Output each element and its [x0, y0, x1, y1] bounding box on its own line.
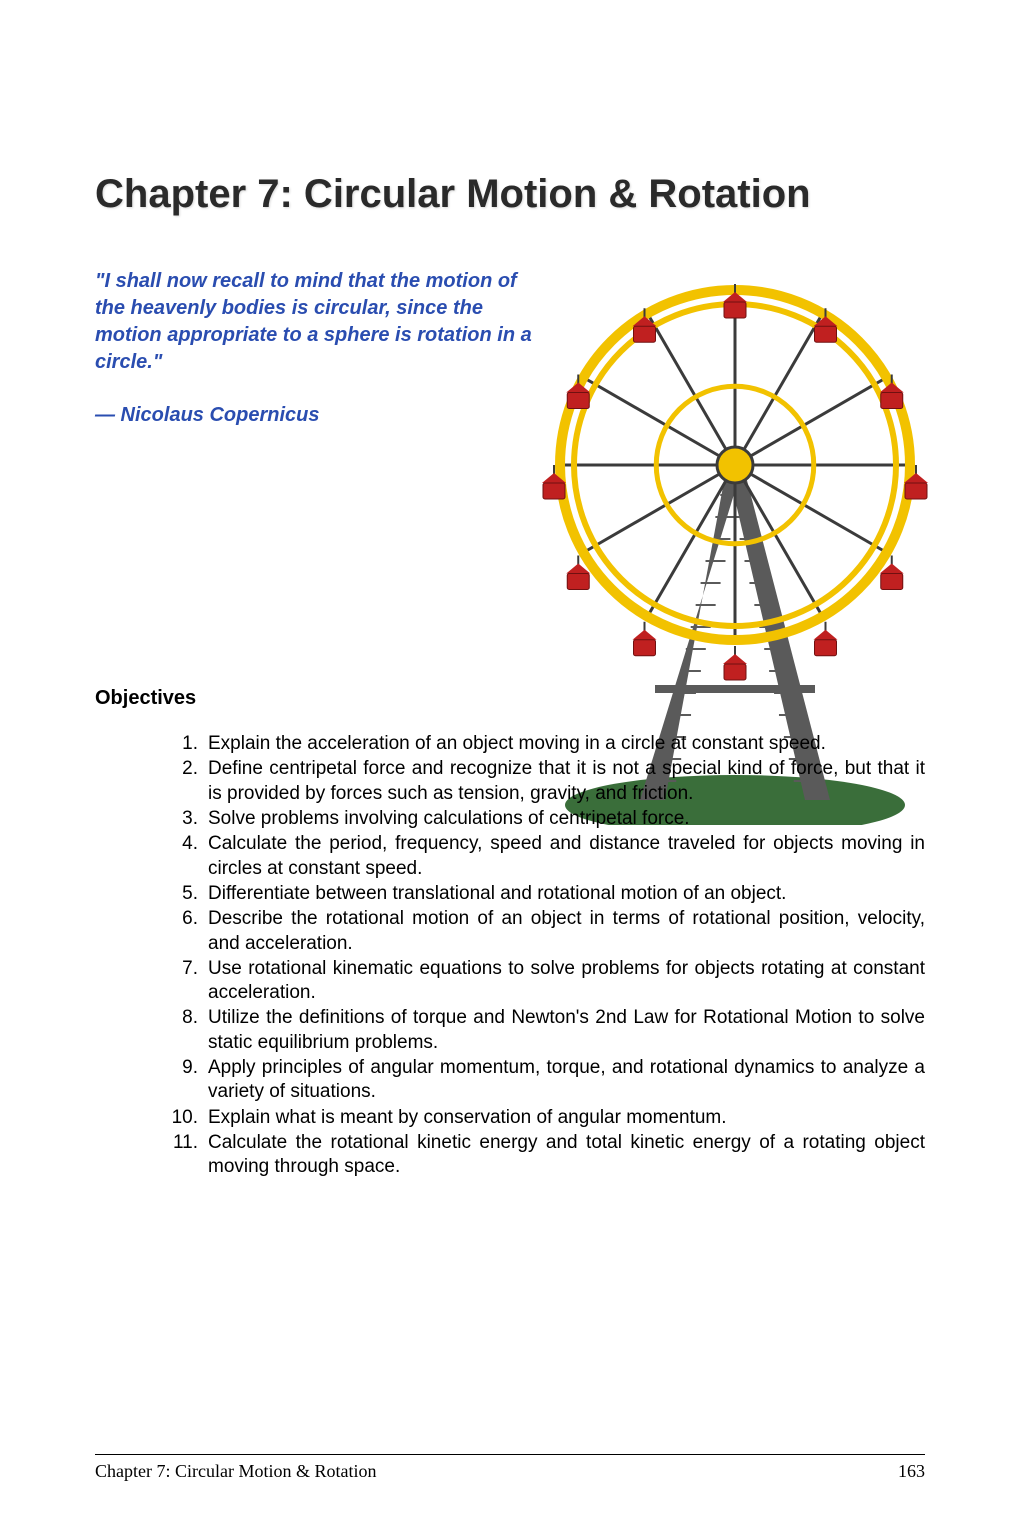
page-footer: Chapter 7: Circular Motion & Rotation 16…	[95, 1454, 925, 1482]
objective-item: Utilize the definitions of torque and Ne…	[170, 1006, 925, 1055]
footer-chapter-label: Chapter 7: Circular Motion & Rotation	[95, 1461, 376, 1482]
objective-item: Use rotational kinematic equations to so…	[170, 957, 925, 1006]
objective-item: Apply principles of angular momentum, to…	[170, 1056, 925, 1105]
objective-item: Differentiate between translational and …	[170, 882, 925, 906]
objective-item: Explain what is meant by conservation of…	[170, 1106, 925, 1130]
chapter-title: Chapter 7: Circular Motion & Rotation	[95, 170, 925, 218]
objective-item: Calculate the rotational kinetic energy …	[170, 1131, 925, 1180]
objective-item: Describe the rotational motion of an obj…	[170, 907, 925, 956]
objective-item: Explain the acceleration of an object mo…	[170, 732, 925, 756]
objectives-list: Explain the acceleration of an object mo…	[170, 732, 925, 1180]
objective-item: Solve problems involving calculations of…	[170, 807, 925, 831]
objective-item: Define centripetal force and recognize t…	[170, 757, 925, 806]
epigraph-quote: "I shall now recall to mind that the mot…	[95, 268, 535, 376]
objective-item: Calculate the period, frequency, speed a…	[170, 832, 925, 881]
footer-page-number: 163	[898, 1461, 925, 1482]
